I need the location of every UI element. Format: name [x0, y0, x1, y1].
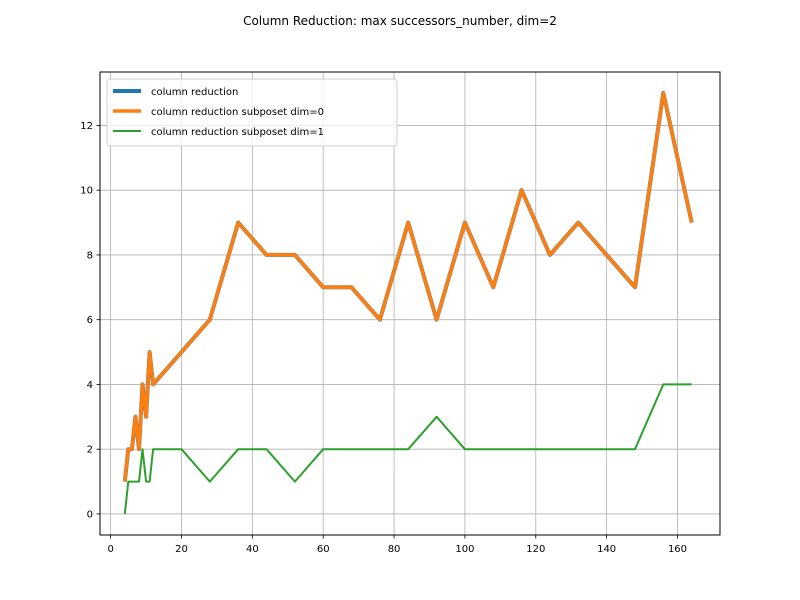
y-tick-label: 8: [87, 250, 93, 261]
plot-frame: [99, 71, 721, 536]
axis-ticks: 0 20 40 60 80 100 120 140 160 0 2 4 6 8 10 12: [80, 121, 687, 555]
legend: column reduction column reduction subpose…: [106, 78, 398, 147]
y-tick-label: 10: [80, 186, 93, 197]
x-tick-label: 20: [175, 544, 188, 555]
chart-title: Column Reduction: max successors_number,…: [243, 14, 557, 28]
y-tick-label: 4: [87, 380, 93, 391]
y-tick-label: 2: [87, 445, 93, 456]
series-line-1: [123, 91, 694, 482]
y-tick-label: 6: [87, 315, 93, 326]
grid: [100, 72, 720, 535]
series-lines: [122, 91, 694, 515]
y-tick-label: 12: [80, 121, 93, 132]
x-tick-label: 60: [317, 544, 330, 555]
x-tick-label: 40: [246, 544, 259, 555]
plot-area: [100, 72, 720, 535]
x-tick-label: 120: [526, 544, 545, 555]
x-tick-label: 80: [388, 544, 401, 555]
x-tick-label: 100: [455, 544, 474, 555]
legend-label: column reduction subposet dim=1: [151, 127, 324, 138]
legend-label: column reduction subposet dim=0: [151, 107, 324, 118]
x-tick-label: 140: [597, 544, 616, 555]
x-tick-label: 0: [107, 544, 113, 555]
y-tick-label: 0: [87, 509, 93, 520]
series-line-2: [123, 383, 692, 515]
x-tick-label: 160: [668, 544, 687, 555]
legend-box: [106, 78, 398, 147]
legend-label: column reduction: [151, 87, 238, 98]
